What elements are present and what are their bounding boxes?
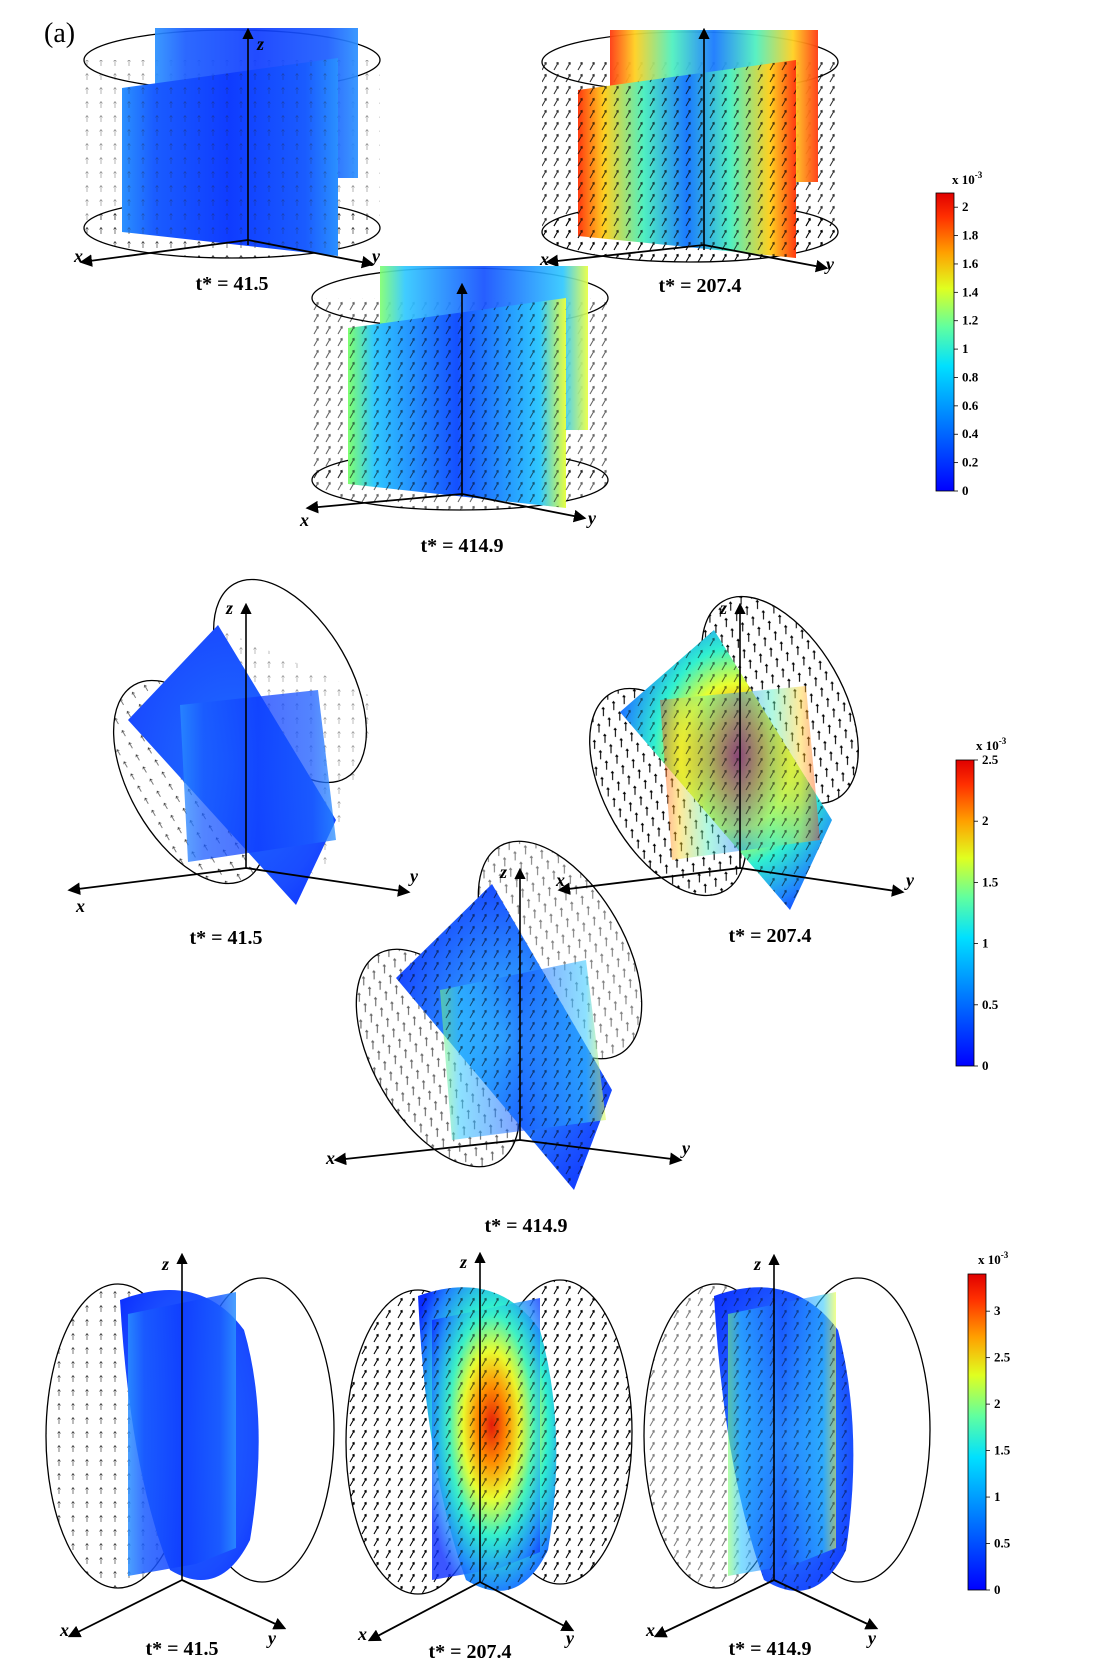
row2-panel-3 <box>333 840 683 1190</box>
axis-x-6: x <box>325 1148 335 1168</box>
axis-z-6: z <box>499 862 507 882</box>
time-label-r1-3: t* = 414.9 <box>420 535 503 557</box>
colorbar-3-tick-label: 3 <box>994 1303 1001 1318</box>
axis-z-8: z <box>459 1252 467 1272</box>
axis-x-7: x <box>59 1620 69 1640</box>
time-label-r3-3: t* = 414.9 <box>728 1638 811 1660</box>
colorbar-1-tick-label: 1.8 <box>962 228 979 243</box>
axis-y-3: y <box>586 508 597 528</box>
colorbar-1-tick-label: 1.4 <box>962 284 979 299</box>
axis-x-1: x <box>73 246 83 266</box>
colorbar-1-ticks: 2 1.8 1.6 1.4 1.2 1 0.8 0.6 0.4 0.2 0 <box>954 199 979 498</box>
row3-panel-3 <box>643 1253 931 1638</box>
colorbar-1-exponent: x 10-3 <box>952 170 983 187</box>
colorbar-3-tick-label: 0.5 <box>994 1536 1011 1551</box>
row1-panel-3 <box>305 266 609 523</box>
colorbar-2-ticks: 2.5 2 1.5 1 0.5 0 <box>974 752 999 1073</box>
colorbar-1-tick-label: 1 <box>962 341 969 356</box>
axis-x-9: x <box>645 1620 655 1640</box>
time-label-r1-1: t* = 41.5 <box>195 273 268 295</box>
time-label-r2-1: t* = 41.5 <box>189 927 262 949</box>
axis-z-5: z <box>719 598 727 618</box>
colorbar-3-tick-label: 2 <box>994 1396 1001 1411</box>
axis-y-2: y <box>824 254 835 274</box>
row1-panel-1 <box>79 27 381 269</box>
time-label-r1-2: t* = 207.4 <box>658 275 741 297</box>
axis-x-4: x <box>75 896 85 916</box>
time-label-r2-2: t* = 207.4 <box>728 925 811 947</box>
colorbar-1-tick-label: 1.6 <box>962 256 979 271</box>
axis-z-4: z <box>225 598 233 618</box>
colorbar-2 <box>955 759 975 1067</box>
axis-y-8: y <box>564 1628 575 1648</box>
colorbar-1-tick-label: 0.4 <box>962 426 979 441</box>
colorbar-2-exponent: x 10-3 <box>976 736 1007 753</box>
colorbar-3-tick-label: 2.5 <box>994 1350 1011 1365</box>
axis-x-2: x <box>539 249 549 269</box>
colorbar-2-tick-label: 0.5 <box>982 997 999 1012</box>
time-label-r2-3: t* = 414.9 <box>484 1215 567 1237</box>
axis-y-7: y <box>266 1628 277 1648</box>
panel-label: (a) <box>44 18 76 49</box>
row3-panel-1 <box>45 1252 335 1638</box>
axis-x-8: x <box>357 1624 367 1644</box>
colorbar-1-tick-label: 0.8 <box>962 369 979 384</box>
colorbar-3-tick-label: 1.5 <box>994 1443 1011 1458</box>
colorbar-3-exponent: x 10-3 <box>978 1250 1009 1267</box>
time-label-r3-1: t* = 41.5 <box>145 1638 218 1660</box>
axis-y-6: y <box>680 1138 691 1158</box>
colorbar-1 <box>935 192 955 492</box>
axis-y-1: y <box>370 246 381 266</box>
colorbar-2-tick-label: 1.5 <box>982 874 999 889</box>
row3-panel-2 <box>345 1251 633 1642</box>
row2-panel-1 <box>67 578 411 905</box>
row2-panel-2 <box>557 595 905 910</box>
colorbar-2-tick-label: 0 <box>982 1058 989 1073</box>
colorbar-3-tick-label: 0 <box>994 1582 1001 1597</box>
colorbar-1-tick-label: 0.2 <box>962 455 978 470</box>
colorbar-1-tick-label: 1.2 <box>962 313 978 328</box>
axis-y-9: y <box>866 1628 877 1648</box>
row1-panel-2 <box>541 27 839 273</box>
colorbar-3-ticks: 3 2.5 2 1.5 1 0.5 0 <box>986 1303 1011 1597</box>
colorbar-2-tick-label: 2.5 <box>982 752 999 767</box>
axis-z-1: z <box>256 34 264 54</box>
axis-y-5: y <box>904 870 915 890</box>
colorbar-3 <box>967 1273 987 1591</box>
axis-y-4: y <box>408 866 419 886</box>
colorbar-3-tick-label: 1 <box>994 1489 1001 1504</box>
axis-z-9: z <box>753 1254 761 1274</box>
time-label-r3-2: t* = 207.4 <box>428 1641 511 1663</box>
colorbar-1-tick-label: 0 <box>962 483 969 498</box>
colorbar-1-tick-label: 0.6 <box>962 398 979 413</box>
colorbar-2-tick-label: 1 <box>982 936 989 951</box>
colorbar-2-tick-label: 2 <box>982 813 989 828</box>
axis-x-3: x <box>299 510 309 530</box>
colorbar-1-tick-label: 2 <box>962 199 969 214</box>
axis-z-7: z <box>161 1254 169 1274</box>
